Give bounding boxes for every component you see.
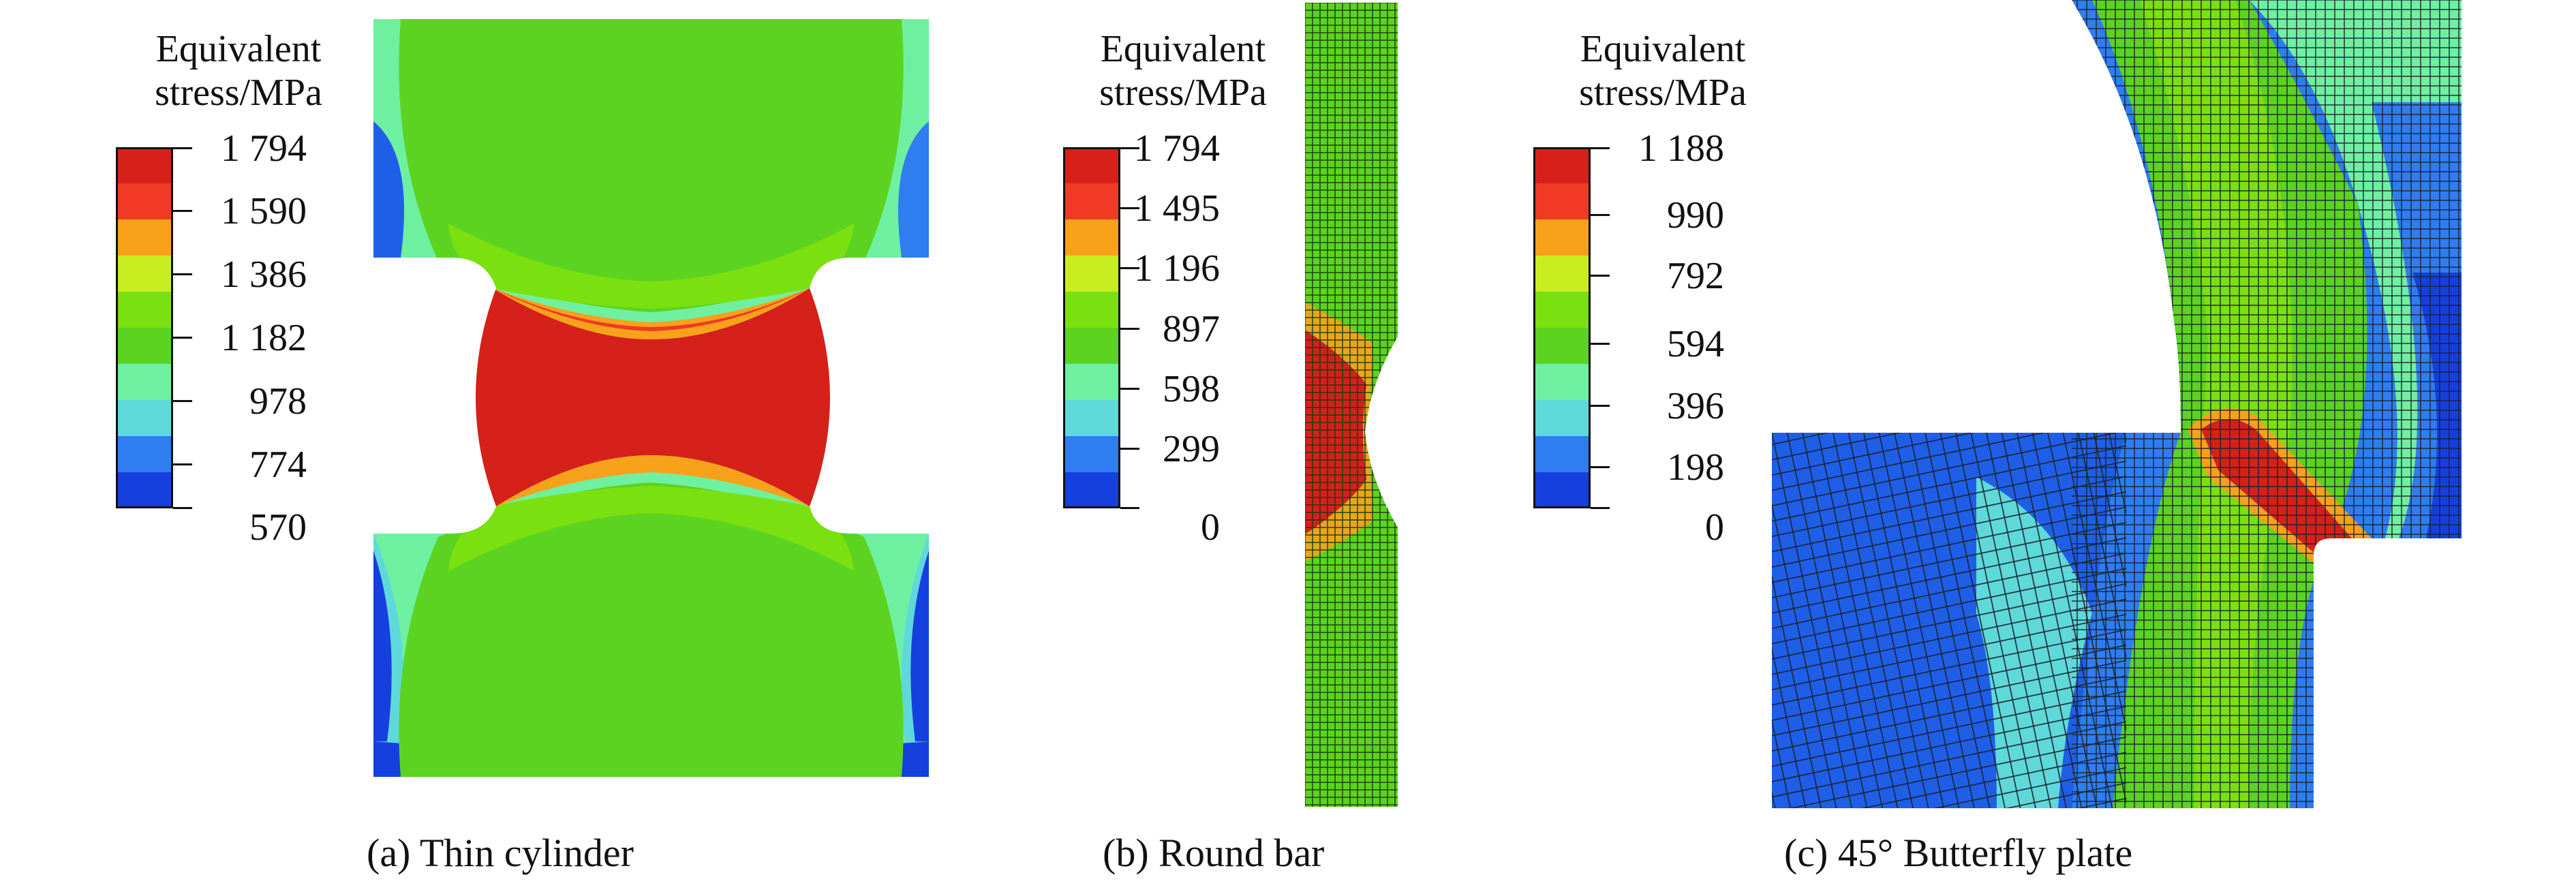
swatch [1063, 328, 1120, 364]
legend-title-b: Equivalent stress/MPa [1067, 27, 1299, 114]
swatch [1533, 256, 1591, 292]
tick-label: 1 196 [1134, 247, 1220, 290]
swatch [1533, 400, 1591, 436]
tick [1120, 388, 1139, 390]
tick [173, 337, 192, 339]
legend-title-line2: stress/MPa [1099, 72, 1267, 114]
swatch [116, 183, 173, 219]
swatch [1063, 147, 1120, 183]
tick-label: 594 [1667, 323, 1724, 365]
swatch [1533, 328, 1591, 364]
tick-label: 0 [1705, 506, 1724, 549]
legend-title-line1: Equivalent [1100, 28, 1266, 70]
tick-label: 598 [1163, 368, 1220, 410]
swatch [1533, 147, 1591, 183]
tick [1591, 405, 1610, 407]
tick [1120, 328, 1139, 330]
swatch [1063, 183, 1120, 219]
tick-label: 978 [249, 380, 307, 423]
swatch [1063, 400, 1120, 436]
tick-label: 1 794 [221, 127, 307, 170]
tick-label: 570 [249, 506, 307, 549]
contour-butterfly-plate-icon [1772, 0, 2462, 808]
tick-label: 990 [1667, 194, 1724, 236]
swatch [1063, 472, 1120, 508]
swatch [1063, 219, 1120, 256]
swatch [116, 219, 173, 256]
tick-label: 792 [1667, 255, 1724, 297]
tick [1120, 448, 1139, 450]
legend-title-line2: stress/MPa [1579, 72, 1747, 114]
tick [1120, 147, 1139, 149]
swatch [1063, 292, 1120, 328]
contour-round-bar-icon [1305, 3, 1398, 807]
tick [1120, 207, 1139, 209]
tick-label: 1 188 [1638, 127, 1724, 170]
swatch [116, 147, 173, 183]
tick [1591, 343, 1610, 345]
tick [173, 273, 192, 275]
tick-label: 774 [249, 444, 307, 486]
swatch [1533, 183, 1591, 219]
swatch [1063, 256, 1120, 292]
tick-label: 1 386 [221, 254, 307, 296]
tick [173, 463, 192, 465]
swatch [1533, 472, 1591, 508]
swatch [116, 436, 173, 472]
contour-cylinder-icon [373, 19, 929, 777]
legend-title-line1: Equivalent [155, 28, 322, 70]
swatch [116, 328, 173, 364]
tick [1591, 147, 1610, 149]
tick-label: 0 [1201, 506, 1220, 549]
legend-title-c: Equivalent stress/MPa [1547, 27, 1779, 114]
tick [1120, 507, 1139, 509]
swatch [1533, 436, 1591, 472]
caption-a: (a) Thin cylinder [367, 831, 634, 875]
tick-label: 1 495 [1134, 187, 1220, 230]
swatch [1533, 364, 1591, 400]
tick [173, 147, 192, 149]
tick [1591, 214, 1610, 216]
tick-label: 1 590 [221, 190, 307, 232]
caption-c: (c) 45° Butterfly plate [1784, 831, 2133, 875]
legend-title-line1: Equivalent [1580, 28, 1746, 70]
tick [173, 507, 192, 509]
tick-label: 299 [1163, 428, 1220, 470]
swatch [116, 364, 173, 400]
tick [1591, 466, 1610, 468]
legend-title-a: Equivalent stress/MPa [123, 27, 354, 114]
legend-title-line2: stress/MPa [155, 72, 322, 114]
tick-label: 396 [1667, 385, 1724, 427]
tick-label: 198 [1667, 446, 1724, 489]
swatch [1063, 436, 1120, 472]
swatch [1063, 364, 1120, 400]
caption-b: (b) Round bar [1103, 831, 1325, 875]
swatch [1533, 292, 1591, 328]
swatch [116, 256, 173, 292]
swatch [116, 472, 173, 508]
tick [173, 210, 192, 212]
tick-label: 1 182 [221, 317, 307, 359]
tick [1591, 507, 1610, 509]
swatch [116, 400, 173, 436]
tick [173, 400, 192, 402]
tick [1591, 275, 1610, 277]
swatch [116, 292, 173, 328]
swatch [1533, 219, 1591, 256]
tick-label: 1 794 [1134, 127, 1220, 170]
tick [1120, 267, 1139, 269]
tick-label: 897 [1163, 308, 1220, 350]
